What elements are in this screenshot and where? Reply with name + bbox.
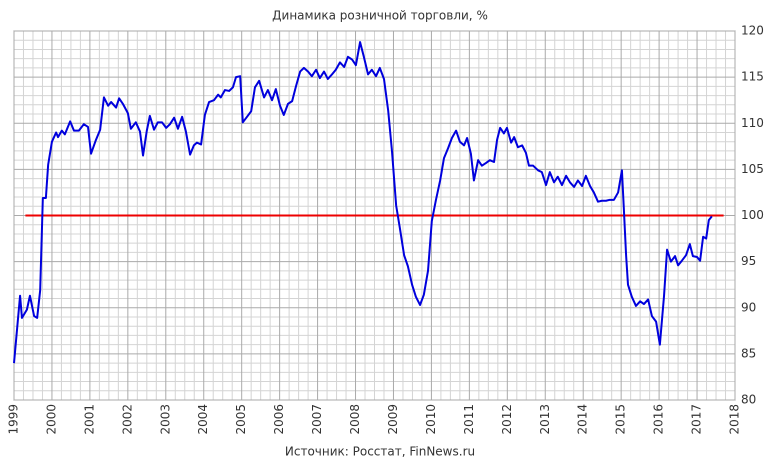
data-line <box>13 41 713 364</box>
y-tick-label: 90 <box>741 300 756 314</box>
x-tick-label: 1999 <box>7 404 21 435</box>
y-tick-label: 115 <box>741 70 764 84</box>
x-tick-label: 2015 <box>614 404 628 435</box>
y-tick-label: 120 <box>741 24 764 38</box>
chart-title: Динамика розничной торговли, % <box>272 9 488 23</box>
x-tick-label: 2013 <box>538 404 552 435</box>
y-tick-label: 100 <box>741 208 764 222</box>
x-tick-label: 2006 <box>272 404 286 435</box>
y-tick-label: 105 <box>741 162 764 176</box>
source-note: Источник: Росстат, FinNews.ru <box>285 445 475 459</box>
y-tick-label: 95 <box>741 254 756 268</box>
x-tick-label: 2002 <box>120 404 134 435</box>
x-tick-label: 2005 <box>234 404 248 435</box>
y-tick-label: 85 <box>741 346 756 360</box>
x-tick-label: 2003 <box>158 404 172 435</box>
x-tick-label: 2016 <box>652 404 666 435</box>
y-tick-label: 110 <box>741 116 764 130</box>
x-tick-label: 2018 <box>728 404 742 435</box>
x-tick-label: 2007 <box>310 404 324 435</box>
x-tick-label: 2001 <box>82 404 96 435</box>
x-tick-label: 2008 <box>348 404 362 435</box>
x-tick-label: 2012 <box>500 404 514 435</box>
x-tick-label: 2004 <box>196 404 210 435</box>
x-tick-label: 2011 <box>462 404 476 435</box>
y-tick-label: 80 <box>741 393 756 407</box>
x-tick-label: 2010 <box>424 404 438 435</box>
x-tick-label: 2014 <box>576 404 590 435</box>
x-tick-label: 2017 <box>690 404 704 435</box>
x-tick-label: 2009 <box>386 404 400 435</box>
x-tick-label: 2000 <box>44 404 58 435</box>
